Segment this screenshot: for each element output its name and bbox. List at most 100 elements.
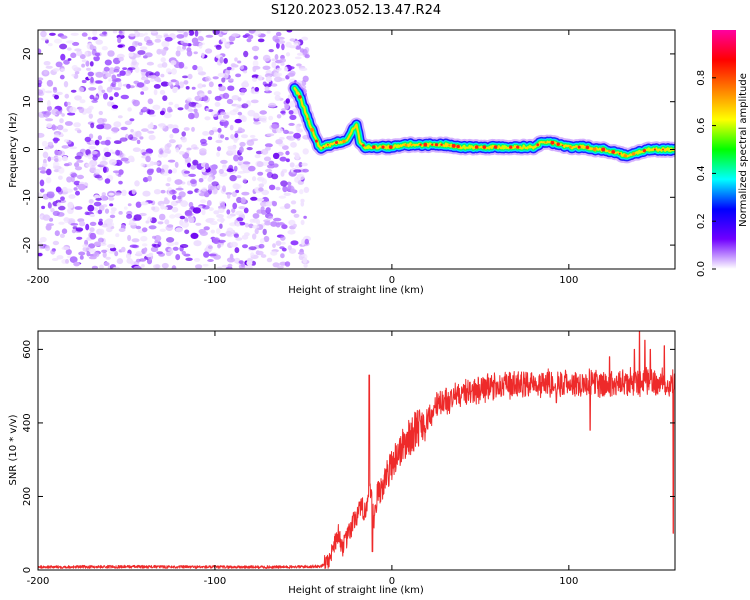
noise-speckle (97, 85, 103, 92)
ridge-hotspot (474, 145, 479, 149)
noise-speckle (45, 90, 53, 94)
noise-speckle (157, 153, 163, 158)
noise-speckle (84, 136, 92, 142)
noise-speckle (227, 85, 235, 91)
noise-speckle (214, 95, 222, 101)
ridge-hotspot (434, 143, 439, 147)
noise-speckle (197, 83, 204, 89)
noise-speckle (127, 203, 132, 207)
noise-speckle (45, 224, 52, 231)
noise-speckle (89, 232, 97, 240)
noise-speckle (256, 198, 265, 202)
noise-speckle (42, 151, 49, 159)
spectrogram-y-ticks: -20 -10 0 10 20 (22, 48, 675, 253)
noise-speckle (212, 30, 220, 35)
noise-speckle (172, 246, 179, 251)
noise-speckle (223, 122, 228, 128)
noise-speckle (264, 143, 273, 148)
noise-speckle (235, 222, 241, 227)
noise-speckle (108, 192, 115, 196)
noise-speckle (222, 164, 227, 168)
noise-speckle (274, 38, 280, 43)
ridge-hotspot (335, 141, 338, 144)
noise-speckle (86, 67, 91, 71)
noise-speckle (188, 112, 195, 120)
noise-speckle (295, 125, 301, 132)
noise-speckle (199, 93, 206, 97)
noise-speckle (290, 171, 297, 177)
noise-speckle (38, 77, 44, 81)
noise-speckle (91, 99, 98, 103)
noise-speckle (218, 169, 224, 174)
noise-speckle (246, 139, 255, 146)
noise-speckle (266, 133, 275, 137)
noise-speckle (117, 81, 123, 88)
noise-speckle (118, 228, 126, 232)
noise-speckle (285, 52, 291, 57)
noise-speckle (175, 50, 181, 57)
noise-speckle (60, 196, 65, 201)
noise-speckle (266, 257, 273, 263)
noise-speckle (70, 173, 78, 178)
noise-speckle (231, 208, 236, 214)
noise-speckle (69, 256, 78, 263)
noise-speckle (160, 189, 166, 194)
noise-speckle (282, 145, 289, 151)
noise-speckle (118, 211, 123, 215)
noise-speckle (215, 228, 221, 235)
noise-speckle (56, 202, 61, 207)
noise-speckle (220, 134, 225, 139)
noise-speckle (232, 183, 240, 190)
noise-speckle (241, 115, 247, 122)
noise-speckle (242, 244, 248, 249)
noise-speckle (55, 61, 63, 68)
noise-speckle (142, 177, 149, 183)
noise-speckle (90, 76, 94, 83)
ridge-hotspot (528, 145, 531, 149)
noise-speckle (257, 75, 263, 81)
noise-speckle (134, 66, 140, 73)
noise-speckle (131, 189, 136, 195)
noise-speckle (130, 260, 134, 265)
noise-speckle (167, 248, 174, 252)
noise-speckle (92, 155, 98, 161)
noise-speckle (38, 252, 43, 257)
noise-speckle (192, 159, 199, 166)
noise-speckle (254, 87, 260, 92)
noise-speckle (88, 87, 96, 91)
noise-speckle (160, 57, 166, 63)
noise-speckle (236, 160, 244, 165)
noise-speckle (105, 256, 111, 260)
noise-speckle (180, 200, 189, 208)
noise-speckle (39, 236, 47, 243)
noise-speckle (241, 81, 250, 88)
noise-speckle (284, 203, 291, 209)
ridge-hotspot (462, 145, 466, 149)
noise-speckle (260, 206, 265, 211)
spectrogram-x-tick-label: -100 (204, 275, 227, 286)
noise-speckle (258, 187, 264, 192)
noise-speckle (166, 68, 172, 74)
noise-speckle (235, 103, 242, 109)
noise-speckle (207, 259, 214, 262)
noise-speckle (284, 261, 291, 267)
noise-speckle (47, 156, 52, 162)
snr-y-tick-label: 200 (22, 487, 33, 506)
noise-speckle (99, 160, 108, 166)
noise-speckle (81, 59, 87, 63)
noise-speckle (88, 113, 94, 119)
noise-speckle (129, 244, 138, 248)
noise-speckle (253, 55, 259, 60)
noise-speckle (38, 192, 42, 198)
noise-speckle (47, 141, 54, 146)
noise-speckle (91, 265, 98, 269)
ridge-hotspot (577, 145, 581, 149)
noise-speckle (167, 169, 173, 174)
noise-speckle (71, 73, 75, 77)
noise-speckle (208, 109, 214, 113)
snr-plot-area (38, 331, 675, 570)
noise-speckle (76, 151, 84, 158)
noise-speckle (111, 104, 119, 109)
noise-speckle (175, 187, 184, 191)
noise-speckle (52, 68, 60, 72)
